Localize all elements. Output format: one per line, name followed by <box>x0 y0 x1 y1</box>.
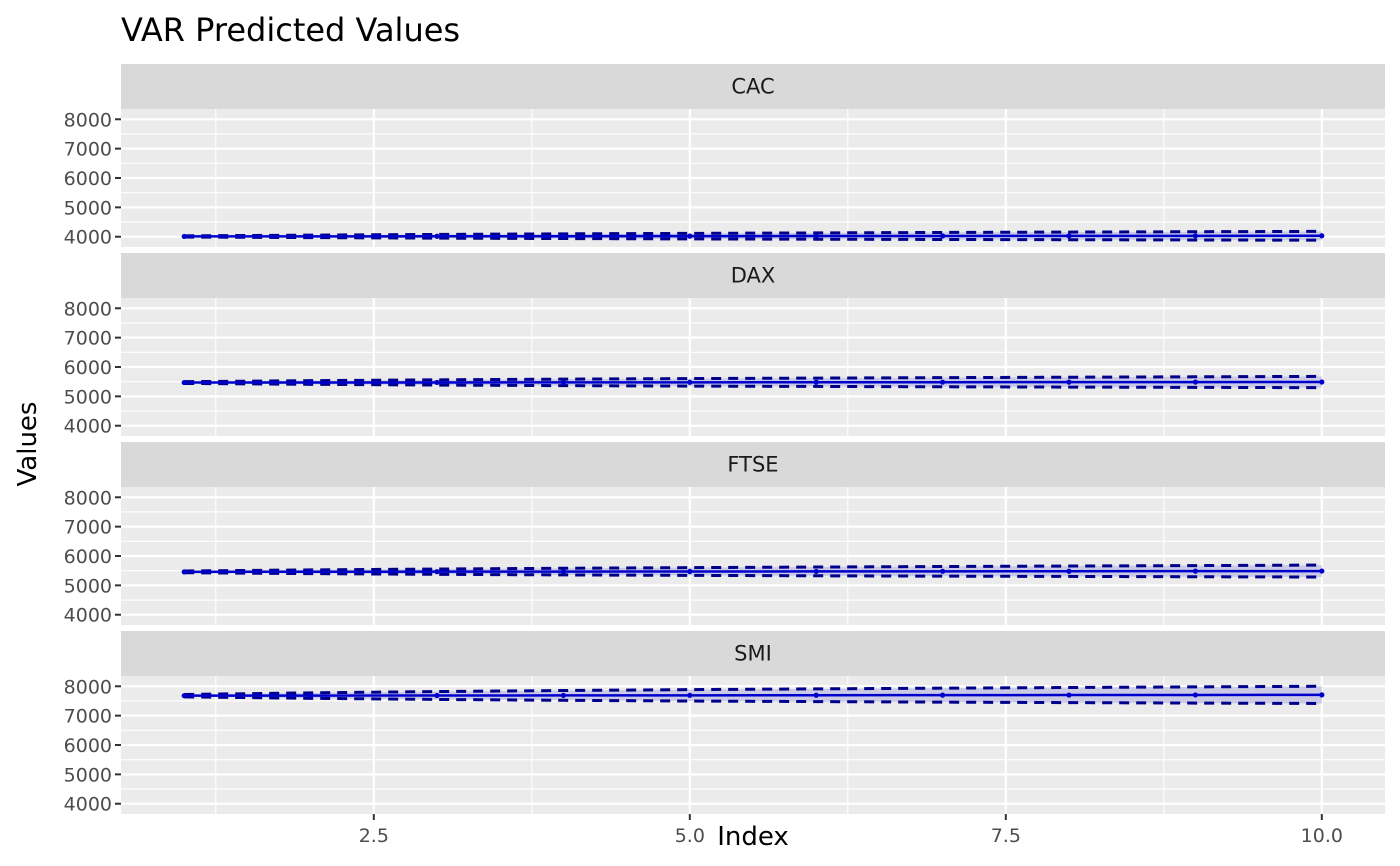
y-tick-label: 5000 <box>64 197 112 219</box>
upper-bound-line <box>184 374 1322 384</box>
forecast-point <box>181 379 187 386</box>
forecast-point <box>1192 568 1198 574</box>
forecast-line <box>184 569 1322 574</box>
forecast-line <box>184 693 1322 697</box>
forecast-point <box>560 379 567 385</box>
facet-strip-label: FTSE <box>727 453 778 477</box>
forecast-point <box>560 568 567 575</box>
y-tick-label: 5000 <box>64 575 112 597</box>
facet-smi: SMI 4000 5000 6000 7000 8000 <box>64 631 1385 816</box>
y-tick-label: 6000 <box>64 357 112 379</box>
forecast-point <box>181 693 187 699</box>
forecast-point <box>1192 233 1198 239</box>
forecast-point <box>434 379 440 386</box>
lower-bound-line <box>184 695 1322 705</box>
facet-cac: CAC 4000 5000 6000 7000 8000 <box>64 64 1385 249</box>
y-tick-label: 6000 <box>64 168 112 190</box>
y-tick-label: 7000 <box>64 517 112 539</box>
forecast-point <box>940 233 946 239</box>
forecast-point <box>308 233 314 239</box>
x-axis-title: Index <box>717 822 789 852</box>
forecast-point <box>1319 233 1325 239</box>
y-tick-label: 7000 <box>64 328 112 350</box>
x-tick-label: 7.5 <box>991 825 1021 847</box>
forecast-point <box>1066 568 1072 574</box>
y-tick-label: 6000 <box>64 546 112 568</box>
lower-bound-line <box>184 235 1322 242</box>
forecast-point <box>940 692 946 698</box>
forecast-point <box>940 379 946 385</box>
x-tick-label: 10.0 <box>1301 825 1343 847</box>
y-tick-label: 4000 <box>64 227 112 249</box>
y-tick-label: 5000 <box>64 764 112 786</box>
x-axis: 2.5 5.0 7.5 10.0 <box>359 814 1343 847</box>
facet-ftse: FTSE 4000 5000 6000 7000 8000 <box>64 442 1385 627</box>
y-tick-label: 6000 <box>64 735 112 757</box>
forecast-point <box>308 379 314 386</box>
y-tick-label: 8000 <box>64 676 112 698</box>
y-tick-label: 7000 <box>64 139 112 161</box>
forecast-point <box>434 692 440 699</box>
forecast-point <box>1066 379 1072 385</box>
facet-strip-label: CAC <box>731 75 774 99</box>
forecast-line <box>184 234 1322 238</box>
forecast-point <box>687 568 693 575</box>
facet-panels: CAC 4000 5000 6000 7000 8000 DAX 4000 5000 6000 70… <box>64 64 1385 816</box>
forecast-point <box>1319 568 1325 574</box>
forecast-point <box>813 379 819 385</box>
forecast-point <box>1192 379 1198 385</box>
forecast-point <box>308 692 314 699</box>
forecast-point <box>813 568 819 575</box>
forecast-line <box>184 380 1322 384</box>
forecast-point <box>687 692 693 698</box>
upper-bound-line <box>184 229 1322 238</box>
y-tick-label: 5000 <box>64 386 112 408</box>
forecast-point <box>813 692 819 698</box>
y-tick-label: 7000 <box>64 706 112 728</box>
upper-bound-line <box>184 563 1322 573</box>
forecast-point <box>1066 233 1072 239</box>
facet-strip <box>121 253 1385 298</box>
y-tick-label: 4000 <box>64 794 112 816</box>
lower-bound-line <box>184 571 1322 579</box>
upper-bound-line <box>184 684 1322 696</box>
forecast-point <box>1066 692 1072 698</box>
lower-bound-line <box>184 381 1322 390</box>
chart-title: VAR Predicted Values <box>121 11 460 49</box>
y-tick-label: 8000 <box>64 487 112 509</box>
facet-dax: DAX 4000 5000 6000 7000 8000 <box>64 253 1385 438</box>
forecast-point <box>940 568 946 574</box>
forecast-point <box>687 379 693 385</box>
facet-strip <box>121 64 1385 109</box>
forecast-point <box>687 233 693 239</box>
forecast-point <box>181 569 187 575</box>
y-tick-label: 8000 <box>64 298 112 320</box>
forecast-point <box>1319 692 1325 698</box>
forecast-point <box>1192 692 1198 698</box>
facet-strip-label: DAX <box>731 264 776 288</box>
y-tick-label: 4000 <box>64 416 112 438</box>
y-tick-label: 8000 <box>64 109 112 131</box>
y-axis-title: Values <box>13 402 43 487</box>
forecast-point <box>434 233 440 239</box>
facet-strip-label: SMI <box>734 642 772 666</box>
forecast-point <box>1319 379 1325 385</box>
forecast-point <box>813 233 819 239</box>
forecast-point <box>434 569 440 575</box>
facet-strip <box>121 631 1385 676</box>
forecast-point <box>308 569 314 575</box>
y-tick-label: 4000 <box>64 605 112 627</box>
x-tick-label: 2.5 <box>359 825 389 847</box>
forecast-point <box>560 233 567 239</box>
forecast-point <box>181 233 187 240</box>
facet-strip <box>121 442 1385 487</box>
forecast-point <box>560 692 567 699</box>
x-tick-label: 5.0 <box>675 825 705 847</box>
